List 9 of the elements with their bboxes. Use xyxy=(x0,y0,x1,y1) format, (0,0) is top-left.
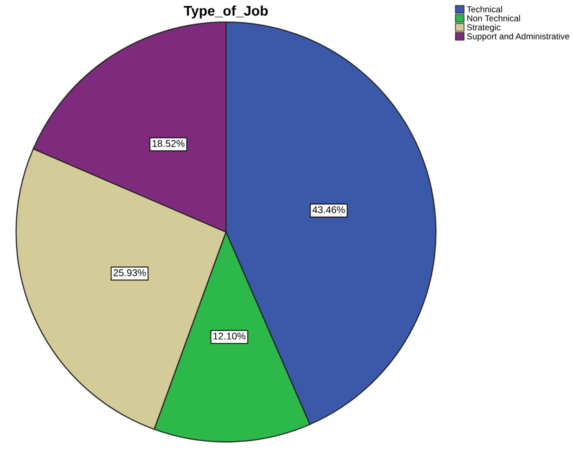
legend-label: Technical xyxy=(466,6,502,12)
chart-title: Type_of_Job xyxy=(184,6,268,18)
data-label: 43.46% xyxy=(312,206,345,214)
data-label: 25.93% xyxy=(114,269,146,276)
data-label: 12.10% xyxy=(214,332,246,340)
legend-label: Non Technical xyxy=(467,15,520,22)
data-label: 18.52% xyxy=(152,140,184,147)
legend-label: Support and Administrative xyxy=(467,33,570,42)
legend-label: Strategic xyxy=(467,24,500,32)
